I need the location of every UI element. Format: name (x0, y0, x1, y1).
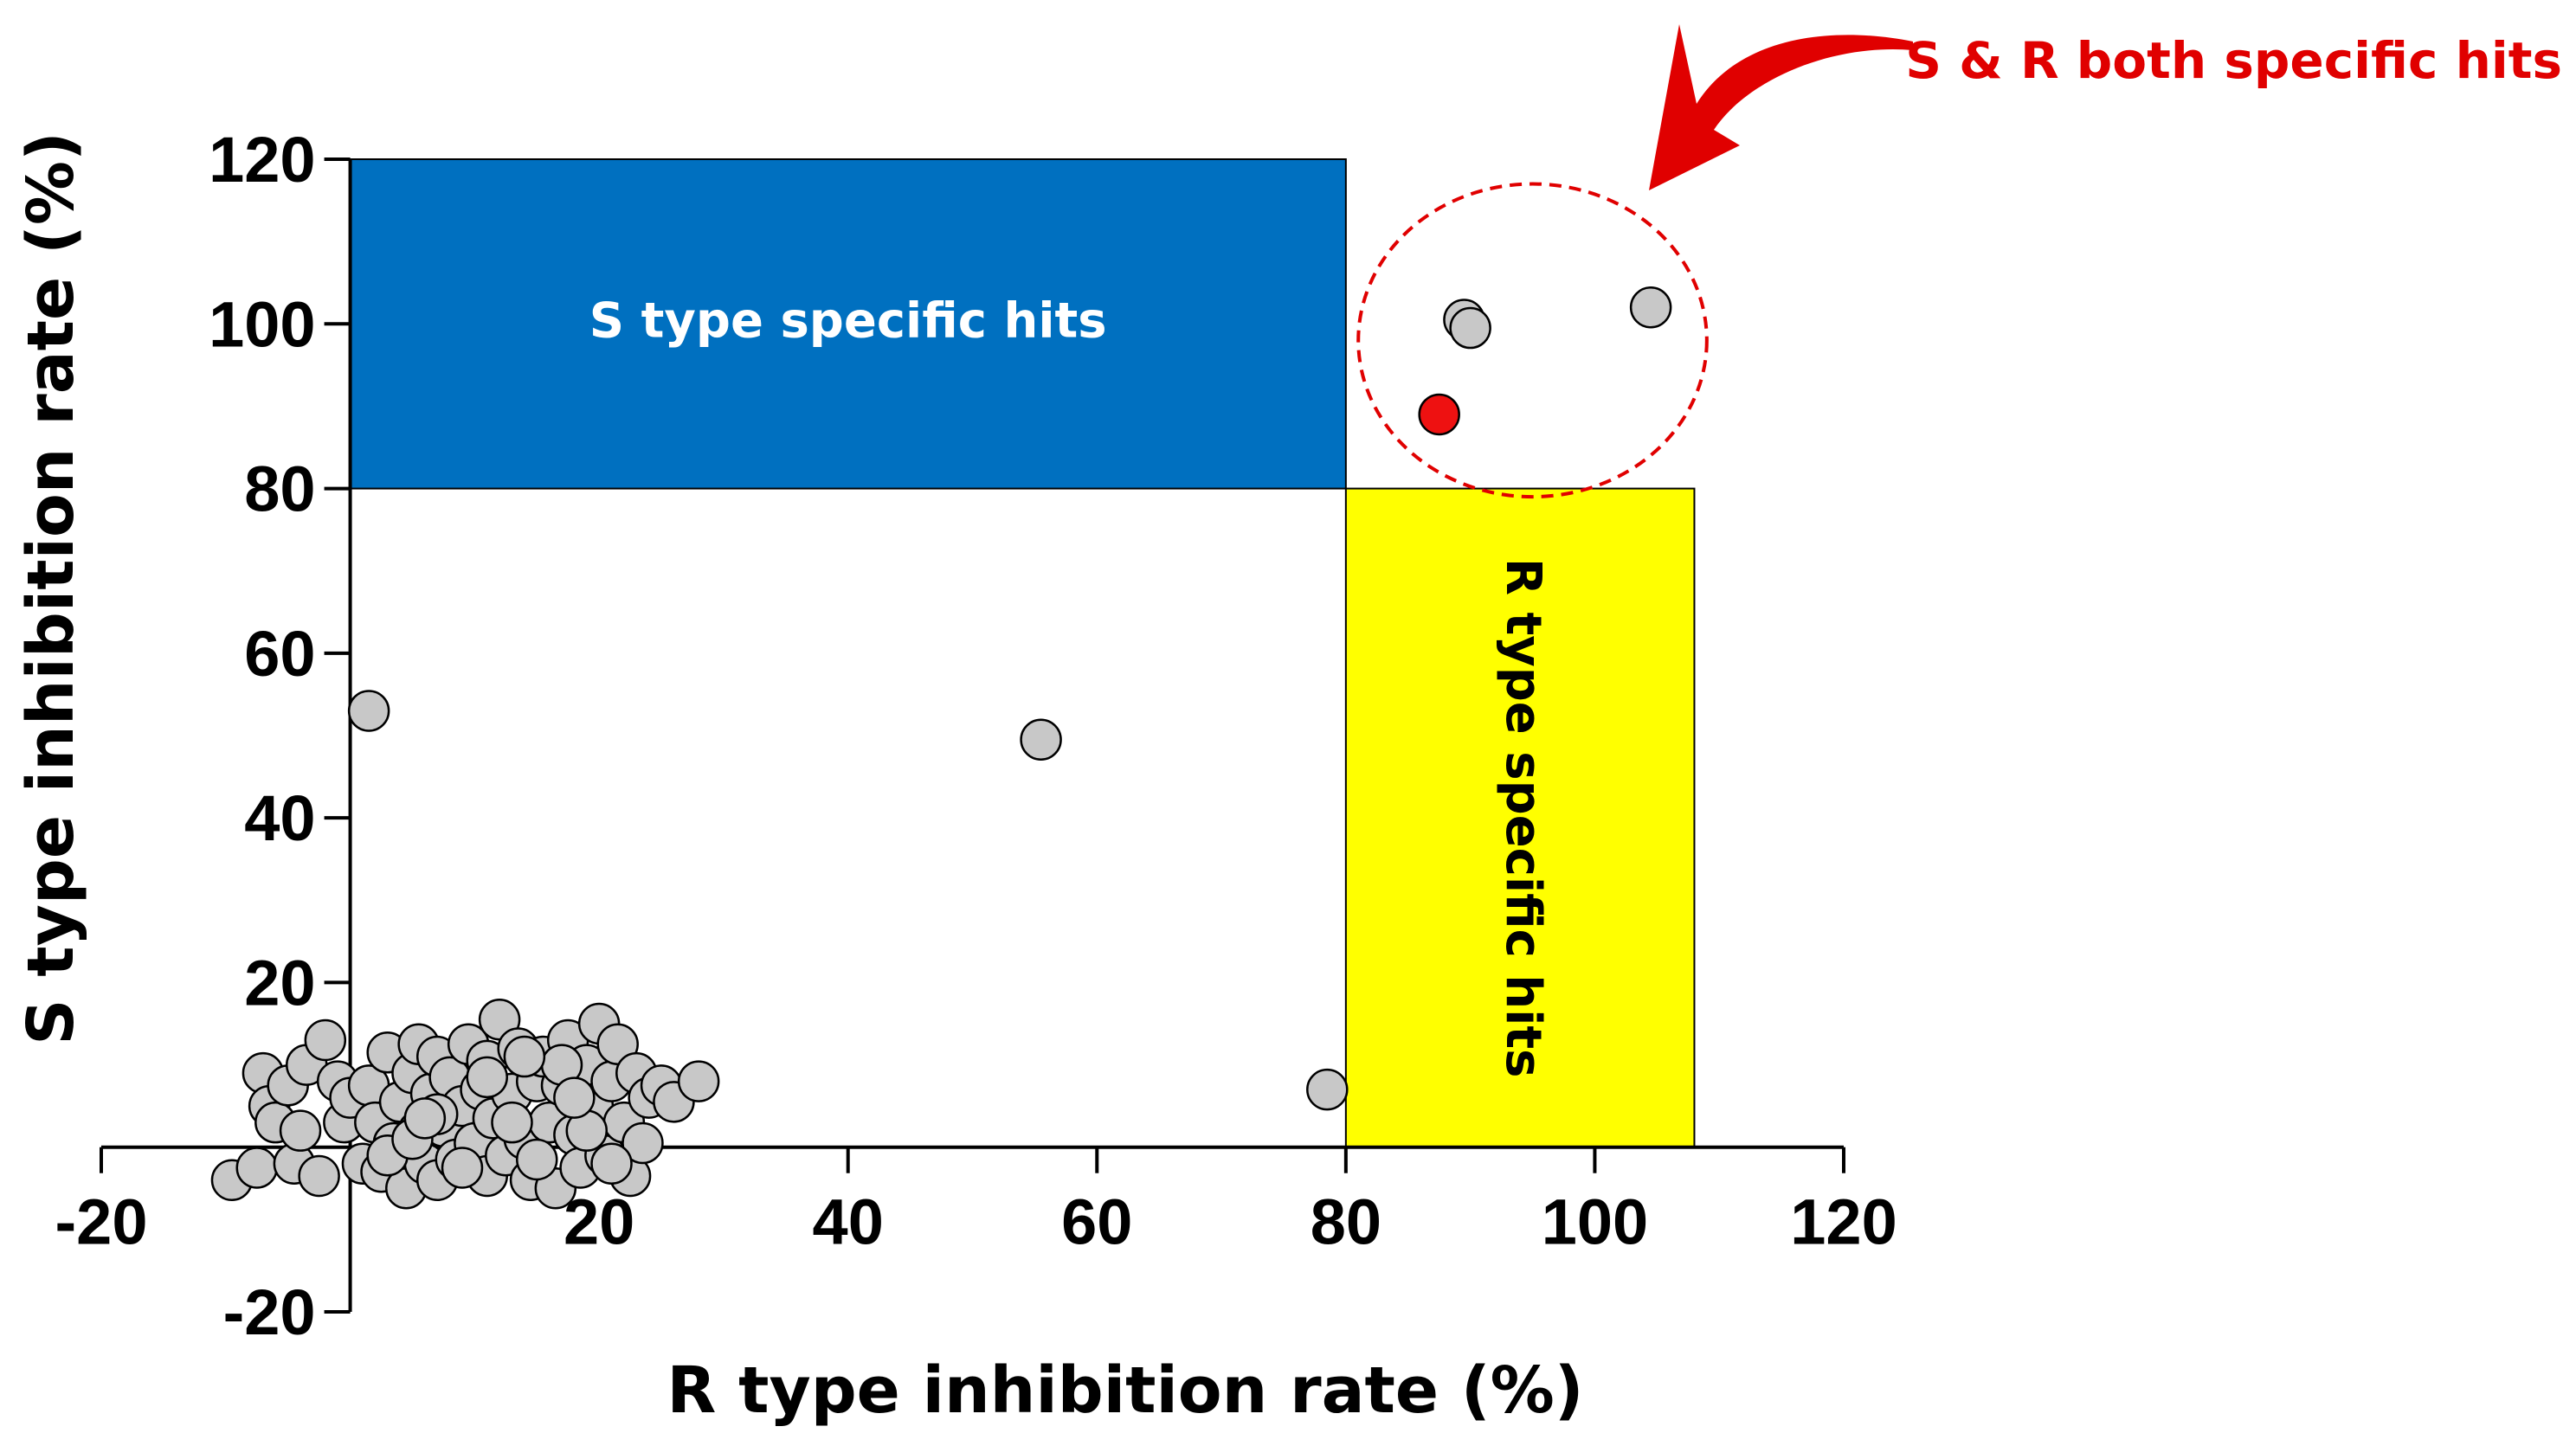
r-type-region-label: R type specific hits (1495, 558, 1551, 1078)
data-point (503, 1035, 546, 1078)
data-point (1020, 718, 1062, 761)
y-tick-label: 20 (244, 947, 315, 1019)
y-axis-title: S type inhibition rate (%) (14, 132, 88, 1045)
x-axis-title: R type inhibition rate (%) (667, 1353, 1583, 1428)
y-tick-label: -20 (223, 1276, 316, 1348)
data-points (210, 286, 1672, 1210)
s-type-specific-region (349, 158, 1347, 490)
data-point (403, 1097, 447, 1140)
data-point (347, 690, 390, 732)
data-point (441, 1147, 484, 1189)
data-point (590, 1142, 633, 1185)
data-point (279, 1109, 322, 1152)
annotation-label: S & R both specific hits (1905, 31, 2562, 90)
y-tick-label: 80 (244, 453, 315, 525)
x-tick-label: 120 (1790, 1186, 1897, 1258)
x-tick-label: -20 (55, 1186, 148, 1258)
y-tick-label: 100 (209, 288, 315, 360)
both-hits-circle (1356, 182, 1709, 499)
r-type-specific-region (1344, 487, 1696, 1148)
x-tick-label: 60 (1061, 1186, 1132, 1258)
y-tick-label: 120 (209, 124, 315, 196)
y-tick-label: 40 (244, 782, 315, 854)
data-point (491, 1101, 533, 1144)
data-point (677, 1060, 720, 1102)
data-point (304, 1019, 347, 1062)
data-point (1629, 286, 1672, 329)
x-axis-ticks: -20 20 40 60 80 100 120 (55, 1147, 1897, 1258)
data-point (516, 1138, 558, 1181)
data-point (466, 1056, 508, 1099)
data-point (298, 1154, 340, 1198)
y-tick-label: 60 (244, 618, 315, 690)
x-tick-label: 80 (1311, 1186, 1381, 1258)
y-axis-ticks: -20 20 40 60 80 100 120 (209, 124, 351, 1348)
x-tick-label: 20 (564, 1186, 634, 1258)
data-point (621, 1121, 664, 1165)
s-type-region-label: S type specific hits (589, 292, 1107, 349)
data-point (235, 1147, 278, 1189)
data-point (1306, 1068, 1349, 1111)
x-tick-label: 100 (1542, 1186, 1648, 1258)
data-point (1449, 306, 1491, 350)
x-tick-label: 40 (813, 1186, 884, 1258)
data-point (553, 1076, 596, 1119)
annotation-arrow (1649, 24, 1913, 190)
highlighted-data-point (1418, 393, 1460, 436)
